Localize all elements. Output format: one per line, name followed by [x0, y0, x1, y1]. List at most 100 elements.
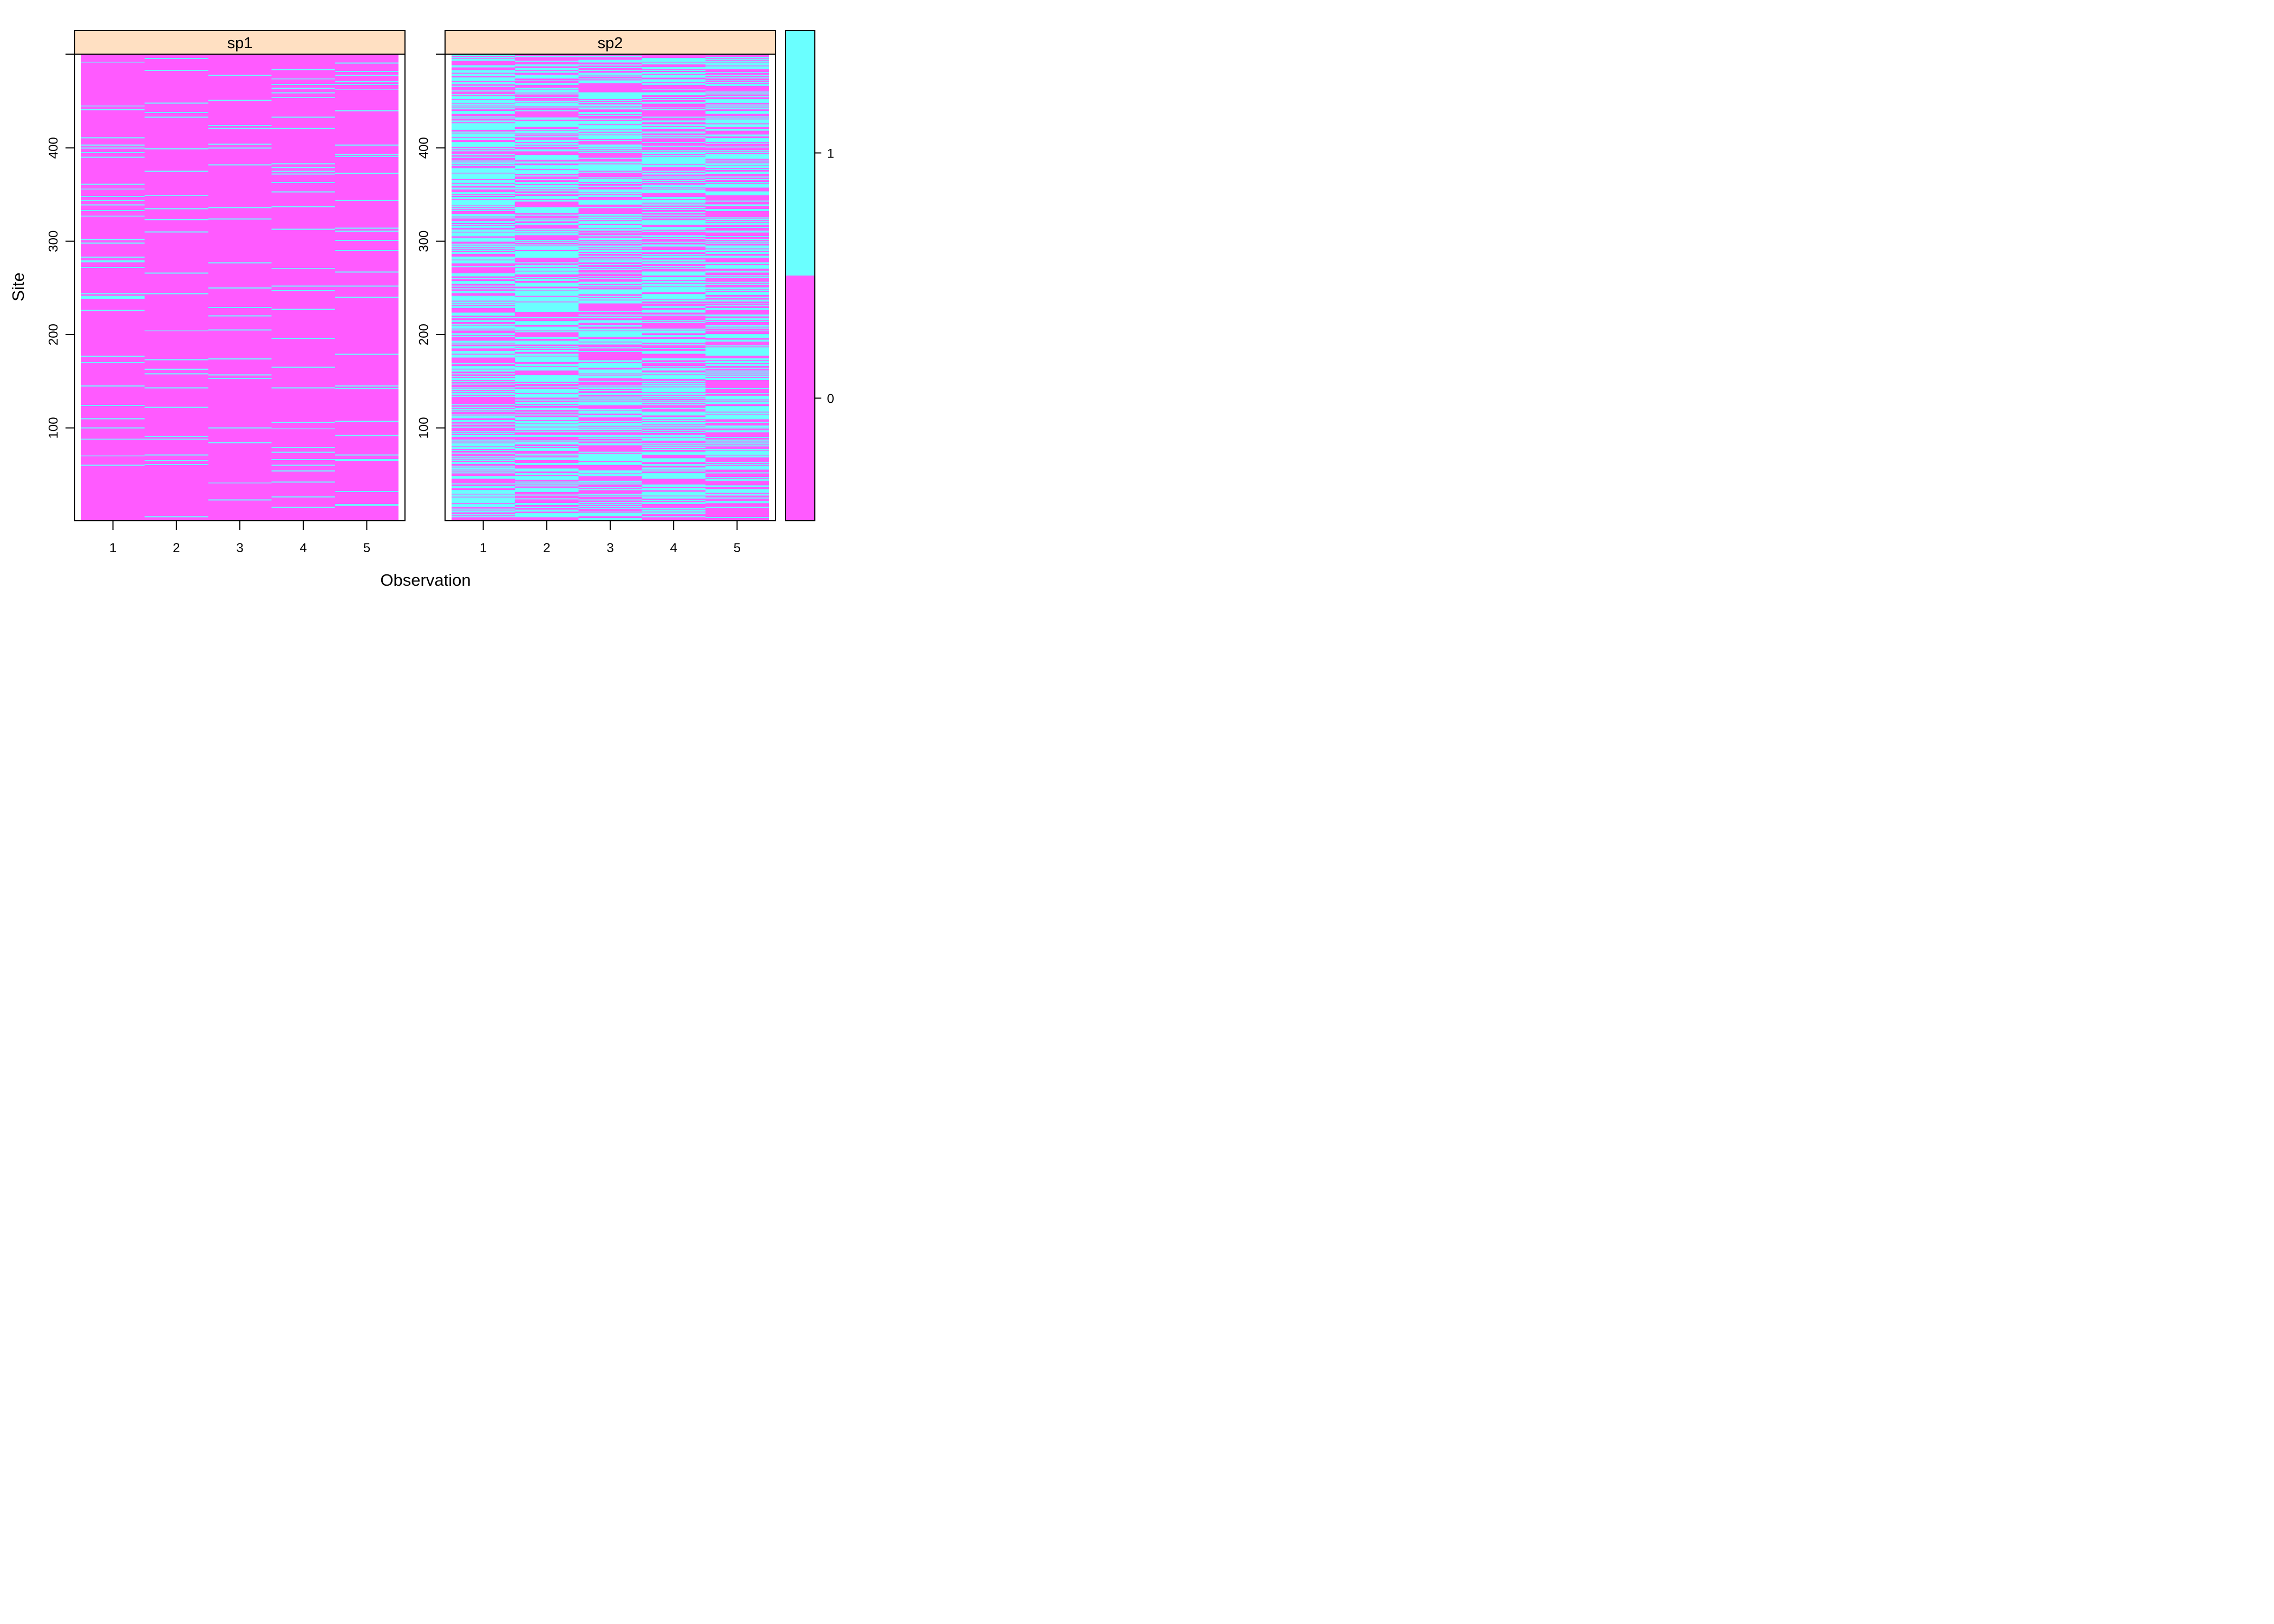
x-tick-label-sp2-1: 1	[480, 541, 487, 555]
cell-sp1-obs-3-site-421	[208, 128, 272, 129]
cell-sp2-obs-1-site-18	[452, 503, 515, 505]
cell-sp2-obs-5-site-85	[705, 441, 769, 443]
cell-sp2-obs-2-site-121	[515, 408, 579, 409]
cell-sp2-obs-4-site-229	[642, 307, 705, 309]
cell-sp2-obs-1-site-153	[452, 378, 515, 379]
cell-sp2-obs-5-site-410	[705, 138, 769, 140]
cell-sp2-obs-5-site-475	[705, 77, 769, 79]
cell-sp2-obs-3-site-290	[578, 250, 642, 251]
colorkey-swatch-0	[786, 276, 815, 521]
cell-sp2-obs-5-site-216	[705, 319, 769, 320]
cell-sp2-obs-2-site-427	[515, 122, 579, 123]
x-tick-label-sp1-3: 3	[236, 541, 243, 555]
cell-sp2-obs-3-site-7	[578, 514, 642, 515]
cell-sp1-obs-3-site-174	[208, 358, 272, 359]
cell-sp2-obs-1-site-20	[452, 502, 515, 503]
cell-sp2-obs-1-site-166	[452, 365, 515, 367]
cell-sp1-obs-4-site-227	[271, 309, 335, 310]
cell-sp2-obs-4-site-336	[642, 207, 705, 208]
cell-sp2-obs-4-site-50	[642, 474, 705, 475]
cell-sp2-obs-1-site-309	[452, 232, 515, 234]
cell-sp2-obs-2-site-213	[515, 322, 579, 323]
cell-sp2-obs-2-site-374	[515, 172, 579, 173]
cell-sp2-obs-3-site-427	[578, 122, 642, 123]
cell-sp2-obs-3-site-328	[578, 214, 642, 216]
cell-sp2-obs-3-site-101	[578, 426, 642, 428]
cell-sp2-obs-1-site-329	[452, 213, 515, 215]
cell-sp2-obs-5-site-439	[705, 111, 769, 113]
x-tick-label-sp2-3: 3	[606, 541, 613, 555]
cell-sp2-obs-1-site-169	[452, 363, 515, 364]
cell-sp2-obs-5-site-353	[705, 191, 769, 193]
cell-sp2-obs-3-site-82	[578, 444, 642, 446]
cell-sp2-obs-1-site-30	[452, 493, 515, 494]
cell-sp2-obs-3-site-424	[578, 125, 642, 126]
cell-sp2-obs-1-site-205	[452, 329, 515, 331]
cell-sp2-obs-1-site-406	[452, 142, 515, 143]
cell-sp2-obs-4-site-92	[642, 435, 705, 436]
cell-sp2-obs-3-site-457	[578, 94, 642, 96]
cells-sp2	[452, 54, 769, 521]
cell-sp2-obs-1-site-434	[452, 115, 515, 117]
cell-sp2-obs-1-site-54	[452, 470, 515, 472]
cell-sp2-obs-5-site-159	[705, 372, 769, 374]
cell-sp2-obs-3-site-260	[578, 278, 642, 279]
cell-sp2-obs-3-site-423	[578, 126, 642, 127]
cell-sp2-obs-1-site-343	[452, 200, 515, 202]
cell-sp1-obs-2-site-266	[145, 272, 208, 274]
cell-sp2-obs-3-site-442	[578, 108, 642, 109]
cell-sp2-obs-2-site-271	[515, 267, 579, 269]
cell-sp2-obs-1-site-108	[452, 420, 515, 421]
cell-sp2-obs-5-site-199	[705, 335, 769, 336]
cell-sp1-obs-1-site-170	[81, 362, 145, 363]
cell-sp2-obs-3-site-182	[578, 351, 642, 352]
cell-sp2-obs-2-site-68	[515, 457, 579, 459]
cell-sp2-obs-2-site-402	[515, 145, 579, 147]
cell-sp1-obs-2-site-163	[145, 368, 208, 370]
cell-sp2-obs-4-site-421	[642, 128, 705, 129]
cell-sp2-obs-1-site-152	[452, 378, 515, 380]
cell-sp2-obs-2-site-28	[515, 494, 579, 496]
cell-sp2-obs-1-site-11	[452, 510, 515, 512]
cell-sp2-obs-3-site-470	[578, 82, 642, 83]
cell-sp2-obs-3-site-376	[578, 169, 642, 171]
cell-sp2-obs-3-site-36	[578, 487, 642, 488]
cell-sp2-obs-2-site-252	[515, 285, 579, 287]
cell-sp2-obs-4-site-457	[642, 94, 705, 96]
cell-sp2-obs-4-site-481	[642, 71, 705, 73]
cell-sp2-obs-1-site-81	[452, 445, 515, 447]
cell-sp2-obs-1-site-46	[452, 477, 515, 479]
cell-sp2-obs-1-site-21	[452, 501, 515, 502]
cell-sp2-obs-3-site-281	[578, 258, 642, 260]
cell-sp2-obs-4-site-286	[642, 253, 705, 255]
cell-sp2-obs-3-site-155	[578, 376, 642, 377]
cell-sp2-obs-5-site-273	[705, 266, 769, 267]
cell-sp2-obs-5-site-210	[705, 324, 769, 326]
cell-sp2-obs-4-site-110	[642, 418, 705, 420]
cell-sp1-obs-1-site-240	[81, 297, 145, 298]
cell-sp2-obs-5-site-97	[705, 430, 769, 431]
cell-sp2-obs-2-site-117	[515, 411, 579, 413]
cell-sp2-obs-5-site-221	[705, 314, 769, 316]
cell-sp2-obs-4-site-355	[642, 189, 705, 191]
cell-sp2-obs-3-site-474	[578, 78, 642, 80]
cell-sp1-obs-4-site-42	[271, 481, 335, 483]
cell-sp2-obs-1-site-429	[452, 120, 515, 122]
cell-sp2-obs-4-site-305	[642, 236, 705, 238]
cell-sp2-obs-3-site-306	[578, 235, 642, 237]
cell-sp2-obs-3-site-412	[578, 136, 642, 137]
cell-sp2-obs-3-site-435	[578, 115, 642, 116]
cell-sp2-obs-5-site-434	[705, 115, 769, 117]
cell-sp2-obs-5-site-134	[705, 395, 769, 397]
cell-sp2-obs-3-site-426	[578, 123, 642, 125]
cell-sp2-obs-5-site-121	[705, 408, 769, 409]
cell-sp2-obs-3-site-65	[578, 460, 642, 461]
cell-sp2-obs-5-site-243	[705, 294, 769, 295]
y-tick-label-sp2-300: 300	[416, 231, 431, 252]
cell-sp2-obs-1-site-73	[452, 453, 515, 454]
cell-sp2-obs-5-site-59	[705, 466, 769, 467]
cell-sp2-obs-3-site-105	[578, 422, 642, 424]
cell-sp2-obs-5-site-395	[705, 152, 769, 153]
cell-sp2-obs-4-site-72	[642, 453, 705, 455]
cell-sp2-obs-3-site-483	[578, 70, 642, 71]
